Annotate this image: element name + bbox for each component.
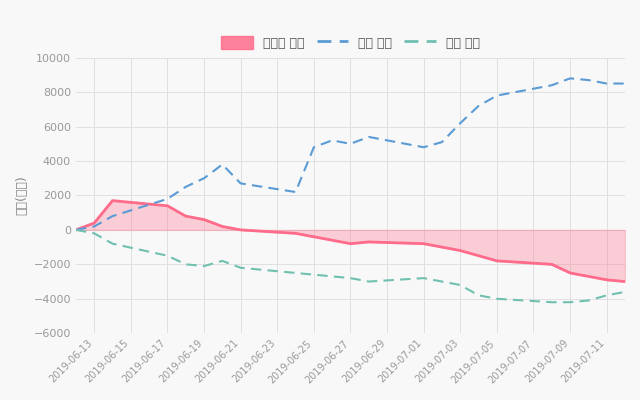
Y-axis label: 금액(억원): 금액(억원): [15, 176, 28, 215]
Legend: 외국인 누적, 개인 누적, 기관 누적: 외국인 누적, 개인 누적, 기관 누적: [216, 31, 484, 54]
